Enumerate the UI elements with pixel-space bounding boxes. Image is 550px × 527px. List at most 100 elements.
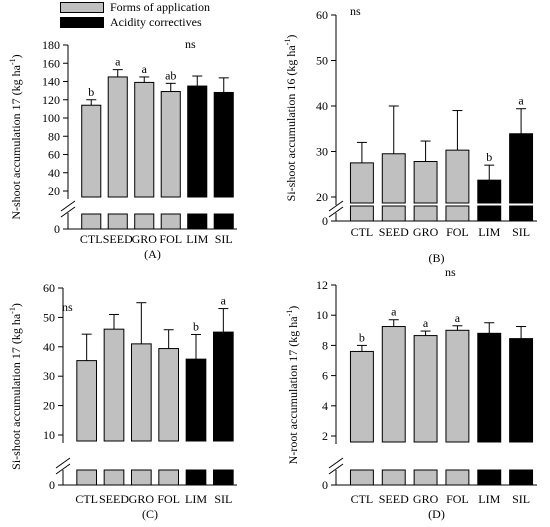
x-tick-label: SEED (103, 232, 133, 246)
axis-break-mark (55, 463, 71, 475)
y-tick-label: 40 (48, 166, 60, 180)
y-tick-label: 50 (316, 54, 328, 68)
y-axis-label: Si-shoot accumulation 17 (kg ha-1) (8, 303, 23, 470)
bar (509, 133, 534, 204)
axis-break-mark (328, 457, 344, 469)
axis-break-mark (60, 200, 76, 212)
x-tick-label: LIM (186, 232, 208, 246)
bar (349, 162, 374, 204)
x-tick-label: LIM (478, 225, 500, 239)
panel-label: (B) (429, 251, 445, 265)
chart-panel: 20 30 40 50 60 0 CTL SEED GRO FOL b LIM a SIL ns (B) Si-… (283, 4, 537, 265)
y-tick-label: 4 (322, 399, 328, 413)
bar (477, 179, 502, 204)
x-tick-label: GRO (413, 492, 439, 506)
significance-letter: b (88, 85, 94, 99)
bar-base (81, 213, 102, 230)
bar (509, 338, 534, 443)
bar-base (381, 205, 406, 222)
significance-letter: a (221, 294, 227, 308)
x-tick-label: GRO (129, 492, 155, 506)
y-tick-label: 30 (43, 369, 55, 383)
y-axis-label: N-shoot accumulation 17 (kg ha-1) (8, 54, 23, 219)
y-tick-label: 40 (316, 99, 328, 113)
x-tick-label: CTL (351, 225, 374, 239)
y-tick-label: 160 (42, 56, 60, 70)
bar (477, 332, 502, 443)
bar-base (413, 469, 438, 486)
bar (381, 326, 406, 443)
bar (130, 343, 152, 442)
bar-base (130, 469, 152, 486)
ns-annotation: ns (350, 4, 361, 18)
x-tick-label: SEED (379, 492, 409, 506)
x-tick-label: FOL (159, 232, 182, 246)
y-tick-label: 0 (49, 478, 55, 492)
bar (381, 153, 406, 204)
significance-letter: a (142, 62, 148, 76)
bar-base (134, 213, 155, 230)
bar (413, 161, 438, 204)
axis-break-mark (328, 206, 344, 218)
x-tick-label: SEED (379, 225, 409, 239)
y-tick-label: 50 (43, 310, 55, 324)
y-tick-label: 140 (42, 75, 60, 89)
bar (445, 329, 470, 443)
bar (212, 331, 234, 442)
x-tick-label: GRO (413, 225, 439, 239)
bar-base (477, 205, 502, 222)
x-tick-label: FOL (446, 225, 469, 239)
bar-base (160, 213, 181, 230)
axis-break-mark (328, 200, 344, 212)
axis-break-mark (60, 206, 76, 218)
y-tick-label: 180 (42, 38, 60, 52)
bar (187, 85, 208, 198)
significance-letter: a (518, 94, 524, 108)
bar (185, 358, 207, 442)
y-tick-label: 10 (43, 428, 55, 442)
legend: Forms of application Acidity correctives (60, 0, 210, 30)
x-tick-label: FOL (157, 492, 180, 506)
y-tick-label: 30 (316, 145, 328, 159)
y-tick-label: 0 (322, 478, 328, 492)
y-tick-label: 60 (48, 148, 60, 162)
bar (160, 91, 181, 198)
bar-base (349, 469, 374, 486)
bar-base (445, 205, 470, 222)
x-tick-label: CTL (80, 232, 103, 246)
y-tick-label: 12 (316, 278, 328, 292)
significance-letter: a (115, 55, 121, 69)
y-tick-label: 60 (316, 8, 328, 22)
bar-base (509, 205, 534, 222)
significance-letter: a (423, 316, 429, 330)
y-tick-label: 6 (322, 369, 328, 383)
significance-letter: b (359, 330, 365, 344)
legend-swatch-gray (60, 2, 104, 13)
significance-letter: b (486, 150, 492, 164)
bar-base (445, 469, 470, 486)
bar (213, 91, 234, 198)
y-tick-label: 120 (42, 93, 60, 107)
x-tick-label: LIM (185, 492, 207, 506)
bar-base (107, 213, 128, 230)
y-tick-label: 20 (43, 399, 55, 413)
bar (81, 104, 102, 198)
bar-base (212, 469, 234, 486)
y-tick-label: 0 (322, 214, 328, 228)
x-tick-label: LIM (478, 492, 500, 506)
y-tick-label: 60 (43, 281, 55, 295)
y-tick-label: 10 (316, 308, 328, 322)
bar (445, 149, 470, 204)
y-axis-label: N-root accumulation 17 (kg ha-1) (285, 306, 300, 465)
x-tick-label: SIL (512, 492, 530, 506)
legend-item-forms: Forms of application (60, 0, 210, 15)
legend-item-correctives: Acidity correctives (60, 15, 210, 30)
bar-base (187, 213, 208, 230)
x-tick-label: SIL (512, 225, 530, 239)
ns-annotation: ns (62, 300, 73, 314)
y-tick-label: 8 (322, 338, 328, 352)
bar-base (185, 469, 207, 486)
legend-swatch-black (60, 17, 104, 28)
bar-base (413, 205, 438, 222)
y-tick-label: 20 (316, 190, 328, 204)
